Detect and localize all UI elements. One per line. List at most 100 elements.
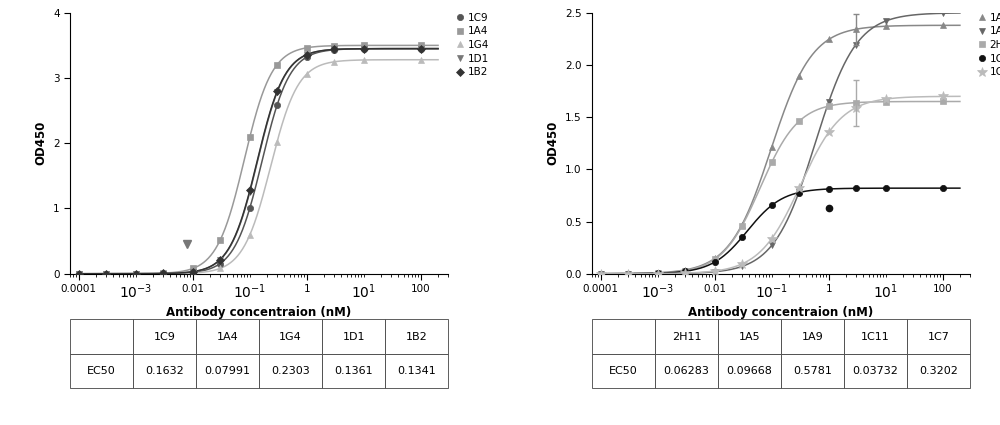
1C11	[622, 271, 634, 276]
2H11	[793, 119, 805, 124]
1A9	[709, 269, 721, 274]
1D1	[214, 257, 226, 262]
1B2	[328, 47, 340, 52]
1G4	[157, 271, 169, 276]
Legend: 1A5, 1A9, 2H11, 1C11, 1C7: 1A5, 1A9, 2H11, 1C11, 1C7	[979, 13, 1000, 77]
Line: 1C7: 1C7	[596, 91, 948, 279]
1A9	[622, 271, 634, 276]
1C9	[157, 271, 169, 276]
1D1	[358, 46, 370, 51]
1C11	[880, 186, 892, 191]
1C7	[595, 271, 607, 276]
1A9	[766, 243, 778, 248]
1A9	[595, 271, 607, 276]
1A5	[709, 256, 721, 261]
1C9	[271, 102, 283, 108]
1B2	[301, 52, 313, 57]
1A5	[823, 37, 835, 42]
X-axis label: Antibody concentraion (nM): Antibody concentraion (nM)	[688, 306, 874, 319]
1C7	[937, 94, 949, 99]
1A5	[679, 267, 691, 272]
1A5	[937, 23, 949, 28]
1C9	[214, 261, 226, 266]
1A4	[244, 134, 256, 139]
1A5	[652, 270, 664, 275]
Line: 2H11: 2H11	[598, 98, 946, 277]
2H11	[823, 104, 835, 109]
2H11	[880, 99, 892, 104]
1B2	[214, 257, 226, 262]
1D1	[100, 271, 112, 276]
1D1	[328, 47, 340, 52]
Line: 1A9: 1A9	[598, 10, 946, 277]
1G4	[244, 232, 256, 237]
1D1	[187, 269, 199, 274]
1D1	[130, 271, 142, 276]
2H11	[679, 268, 691, 273]
Y-axis label: OD450: OD450	[546, 121, 559, 165]
1C7	[823, 130, 835, 135]
1C11	[736, 235, 748, 240]
1C11	[793, 190, 805, 195]
1B2	[187, 269, 199, 274]
1A4	[130, 271, 142, 276]
1B2	[271, 89, 283, 94]
1C7	[766, 236, 778, 241]
1A4	[358, 43, 370, 48]
Y-axis label: OD450: OD450	[34, 121, 47, 165]
1C9	[358, 46, 370, 51]
1D1	[73, 271, 85, 276]
1B2	[244, 188, 256, 193]
1C7	[850, 105, 862, 110]
1A4	[328, 43, 340, 48]
1C11	[850, 186, 862, 191]
Line: 1B2: 1B2	[76, 45, 424, 277]
1C9	[187, 270, 199, 275]
Line: 1C9: 1C9	[76, 45, 424, 277]
2H11	[850, 100, 862, 105]
1A5	[766, 144, 778, 150]
1C7	[736, 261, 748, 266]
1A9	[736, 264, 748, 269]
1A4	[415, 43, 427, 48]
1A4	[301, 45, 313, 50]
1A4	[187, 266, 199, 271]
1A4	[73, 271, 85, 276]
2H11	[595, 271, 607, 276]
1A9	[823, 99, 835, 105]
1G4	[214, 266, 226, 271]
1A9	[793, 190, 805, 195]
1G4	[100, 271, 112, 276]
1C11	[937, 186, 949, 191]
1C11	[766, 203, 778, 208]
1B2	[100, 271, 112, 276]
1B2	[73, 271, 85, 276]
1C11	[823, 187, 835, 192]
Legend: 1C9, 1A4, 1G4, 1D1, 1B2: 1C9, 1A4, 1G4, 1D1, 1B2	[457, 13, 489, 77]
Line: 1G4: 1G4	[76, 57, 424, 277]
2H11	[766, 160, 778, 165]
1C7	[622, 271, 634, 276]
1C9	[415, 46, 427, 51]
1A9	[937, 11, 949, 16]
Line: 1D1: 1D1	[76, 45, 424, 277]
1C7	[652, 271, 664, 276]
1C11	[652, 271, 664, 276]
1C7	[679, 271, 691, 276]
1D1	[244, 189, 256, 194]
X-axis label: Antibody concentraion (nM): Antibody concentraion (nM)	[166, 306, 352, 319]
1C11	[679, 269, 691, 274]
1G4	[301, 71, 313, 76]
1A5	[736, 222, 748, 227]
1C9	[301, 54, 313, 60]
1G4	[130, 271, 142, 276]
2H11	[709, 257, 721, 262]
Line: 1C11: 1C11	[598, 185, 946, 277]
1D1	[271, 90, 283, 95]
2H11	[736, 224, 748, 229]
1G4	[73, 271, 85, 276]
1D1	[415, 46, 427, 51]
1A5	[793, 74, 805, 79]
1C9	[73, 271, 85, 276]
1D1	[157, 271, 169, 276]
